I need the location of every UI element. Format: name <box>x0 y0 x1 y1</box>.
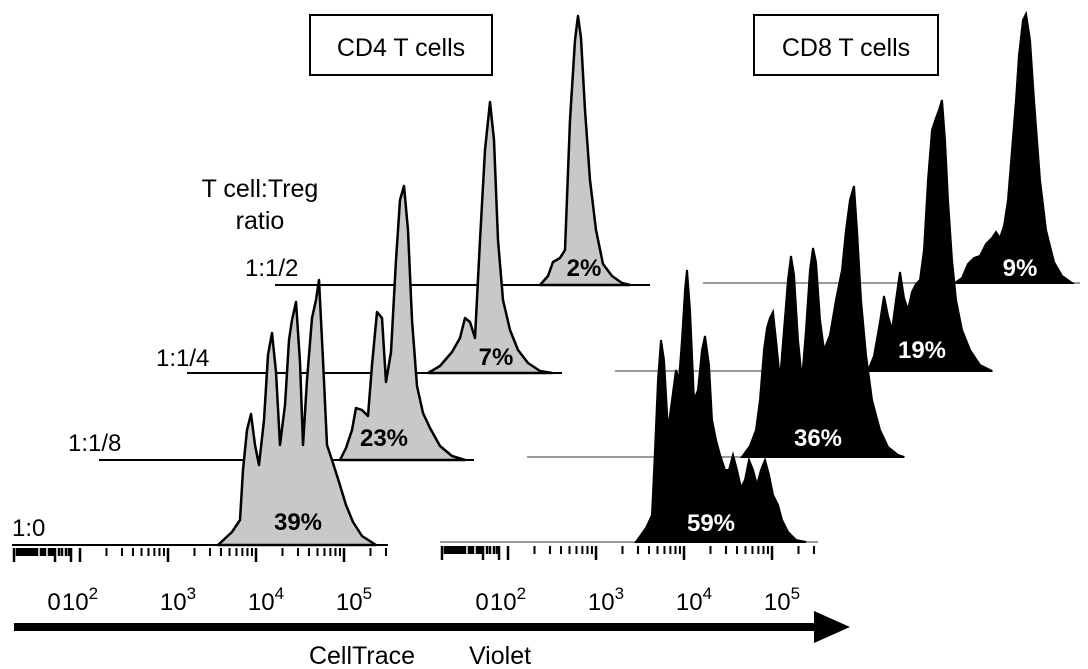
cd8-x-axis-ticks <box>440 546 815 560</box>
cd8-tick-label-0: 0 <box>475 589 488 616</box>
cd4-tick-label-0: 0 <box>47 589 60 616</box>
cd4-tick-label-1e3: 103 <box>160 584 196 616</box>
cd4-tick-label-1e4: 104 <box>248 584 284 616</box>
cd4-tick-label-1e5: 105 <box>336 584 372 616</box>
cd8-histogram-1-0 <box>634 269 807 543</box>
cd8-tick-label-1e2: 102 <box>490 584 526 616</box>
ratio-label-1-1-8: 1:1/8 <box>68 430 121 457</box>
cd8-percent-1-1-4: 19% <box>898 337 946 364</box>
cd4-histogram-1-1-4 <box>426 100 554 375</box>
cd4-percent-1-1-8: 23% <box>360 425 408 452</box>
cd8-percent-1-1-2: 9% <box>1003 255 1038 282</box>
cd4-title-box <box>309 14 493 76</box>
ratio-header-line1: T cell:Treg <box>202 175 319 203</box>
cd4-percent-1-0: 39% <box>274 509 322 536</box>
cd8-title: CD8 T cells <box>782 34 910 62</box>
cd4-title: CD4 T cells <box>337 34 465 62</box>
cd4-histogram-1-0 <box>216 278 378 547</box>
ratio-label-1-0: 1:0 <box>12 515 45 542</box>
cd8-tick-label-1e3: 103 <box>588 584 624 616</box>
cd4-x-axis-ticks <box>12 548 387 562</box>
cd4-histogram-1-1-8 <box>338 184 467 462</box>
cd8-tick-label-1e4: 104 <box>676 584 712 616</box>
cd8-title-box <box>753 14 939 76</box>
x-axis-label-celltrace: CellTrace <box>309 642 415 669</box>
ratio-label-1-1-4: 1:1/4 <box>156 345 209 372</box>
cd4-histogram-1-1-2 <box>538 14 632 287</box>
cd8-x-axis-labels: 0 102 103 104 105 <box>475 584 800 616</box>
x-axis-arrow-head <box>814 611 850 643</box>
cd4-percent-1-1-2: 2% <box>567 255 602 282</box>
cd8-histogram-1-1-4 <box>866 99 993 372</box>
cd4-tick-label-1e2: 102 <box>62 584 98 616</box>
cd8-percent-1-0: 59% <box>687 510 735 537</box>
cd8-percent-1-1-8: 36% <box>794 425 842 452</box>
ratio-label-1-1-2: 1:1/2 <box>245 255 298 282</box>
cd8-tick-label-1e5: 105 <box>764 584 800 616</box>
x-axis-label-violet: Violet <box>469 642 531 669</box>
cd8-histogram-1-1-8 <box>740 185 905 458</box>
ratio-header-line2: ratio <box>236 207 285 235</box>
cd4-percent-1-1-4: 7% <box>479 344 514 371</box>
cd8-histogram-1-1-2 <box>951 10 1076 284</box>
cd4-x-axis-labels: 0 102 103 104 105 <box>47 584 372 616</box>
